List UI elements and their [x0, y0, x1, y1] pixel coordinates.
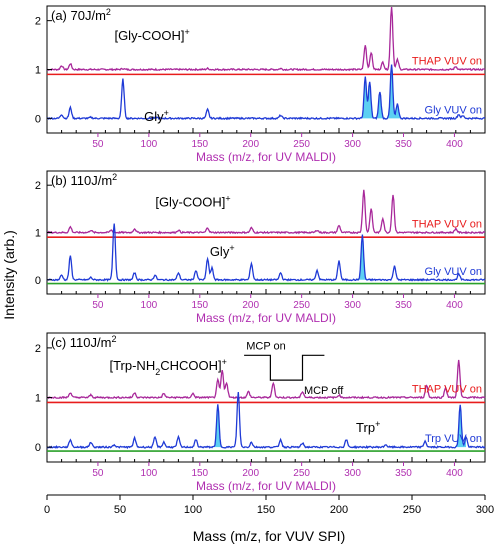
- top-axis-tick-label: 350: [395, 139, 412, 150]
- top-axis-tick-label: 300: [344, 468, 361, 479]
- mcp-on-label: MCP on: [246, 340, 286, 352]
- x-tick-label: 250: [403, 504, 421, 516]
- series-name-label: THAP VUV on: [412, 384, 482, 396]
- series-fill: [357, 64, 405, 119]
- panel-label: (a) 70J/m2: [51, 7, 111, 23]
- series-line-0: [46, 189, 485, 235]
- top-axis-tick-label: 400: [446, 468, 463, 479]
- top-axis-tick-label: 350: [395, 300, 412, 311]
- top-axis-tick-label: 200: [242, 300, 259, 311]
- mcp-gate-line: [244, 354, 325, 381]
- series-fill: [211, 404, 226, 448]
- top-axis-tick-label: 200: [242, 139, 259, 150]
- top-axis-tick-label: 200: [242, 468, 259, 479]
- top-axis-tick-label: 100: [141, 468, 158, 479]
- top-axis-tick-label: 400: [446, 300, 463, 311]
- top-axis-tick-label: 300: [344, 300, 361, 311]
- mcp-indicator: MCP on MCP off: [244, 340, 344, 397]
- top-axis-tick-label: 150: [191, 468, 208, 479]
- series-line-1: [46, 392, 486, 450]
- panel-label-sup: 2: [111, 334, 116, 344]
- x-tick-label: 300: [476, 504, 494, 516]
- top-axis-tick-label: 350: [395, 468, 412, 479]
- annotation: [Trp-NH2CHCOOH]+: [109, 357, 226, 377]
- top-axis-tick-label: 100: [141, 139, 158, 150]
- y-tick-label: 1: [35, 228, 41, 240]
- x-axis: 0 50 100 150 200 250 300: [44, 494, 494, 516]
- y-tick-label: 0: [35, 113, 41, 125]
- y-tick-label: 1: [35, 65, 41, 77]
- series-name-label: Trp VUV on: [425, 433, 482, 445]
- y-tick-label: 1: [35, 393, 41, 405]
- top-axis-title: Mass (m/z, for UV MALDI): [196, 311, 336, 325]
- x-tick-label: 50: [114, 504, 126, 516]
- series-line-1: [46, 64, 486, 121]
- panel-label-sup: 2: [106, 7, 111, 17]
- top-axis-tick-label: 250: [293, 468, 310, 479]
- top-axis-title: Mass (m/z, for UV MALDI): [196, 479, 336, 493]
- series-name-label: Gly VUV on: [425, 266, 482, 278]
- x-tick-label: 100: [184, 504, 202, 516]
- top-axis-tick-label: 50: [92, 139, 104, 150]
- top-axis-tick-label: 250: [293, 139, 310, 150]
- y-tick-label: 0: [35, 275, 41, 287]
- x-tick-label: 200: [330, 504, 348, 516]
- top-axis-tick-label: 150: [191, 300, 208, 311]
- annotation: [Gly-COOH]+: [155, 193, 230, 209]
- annotation: Gly+: [144, 108, 169, 124]
- panel-label-sup: 2: [112, 172, 117, 182]
- mcp-off-label: MCP off: [304, 385, 344, 397]
- top-axis-tick-label: 50: [92, 468, 104, 479]
- y-tick-label: 2: [35, 180, 41, 192]
- series-line-1: [46, 223, 486, 282]
- x-tick-label: 0: [44, 504, 50, 516]
- top-axis-tick-label: 400: [446, 139, 463, 150]
- series-fill: [353, 234, 372, 281]
- series-name-label: THAP VUV on: [412, 56, 482, 68]
- panel-label: (b) 110J/m2: [51, 172, 117, 188]
- series-name-label: THAP VUV on: [412, 219, 482, 231]
- x-axis-label: Mass (m/z, for VUV SPI): [193, 528, 345, 544]
- top-axis: 50 100 150 200 250 300 350 400 Mass (m/z, for UV…: [92, 294, 463, 325]
- top-axis-tick-label: 250: [293, 300, 310, 311]
- panel-label: (c) 110J/m2: [51, 334, 116, 350]
- top-axis-tick-label: 300: [344, 139, 361, 150]
- top-axis-tick-label: 100: [141, 300, 158, 311]
- series-name-label: Gly VUV on: [425, 104, 482, 116]
- top-axis-tick-label: 50: [92, 300, 104, 311]
- y-tick-label: 2: [35, 343, 41, 355]
- y-axis-label: Intensity (arb.): [1, 230, 17, 319]
- annotation: [Gly-COOH]+: [114, 27, 189, 43]
- series-line-0: [46, 6, 486, 72]
- top-axis-title: Mass (m/z, for UV MALDI): [196, 150, 336, 164]
- top-axis: 50 100 150 200 250 300 350 400 Mass (m/z, for UV…: [92, 133, 463, 164]
- top-axis: 50 100 150 200 250 300 350 400 Mass (m/z, for UV…: [92, 462, 463, 493]
- series-line-0: [46, 359, 486, 400]
- y-tick-label: 2: [35, 16, 41, 28]
- y-tick-label: 0: [35, 442, 41, 454]
- top-axis-tick-label: 150: [191, 139, 208, 150]
- x-tick-label: 150: [257, 504, 275, 516]
- annotation: Gly+: [210, 243, 235, 259]
- annotation: Trp+: [356, 419, 380, 435]
